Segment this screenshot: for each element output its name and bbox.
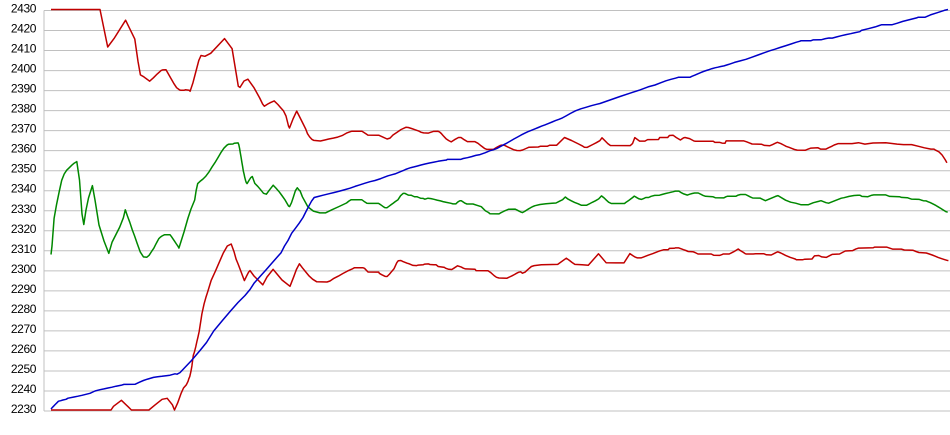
svg-text:2250: 2250 xyxy=(11,362,37,376)
svg-text:2410: 2410 xyxy=(11,42,37,56)
svg-text:2270: 2270 xyxy=(11,322,37,336)
svg-text:2380: 2380 xyxy=(11,102,37,116)
svg-text:2340: 2340 xyxy=(11,182,37,196)
svg-text:2320: 2320 xyxy=(11,222,37,236)
svg-text:2260: 2260 xyxy=(11,342,37,356)
svg-text:2390: 2390 xyxy=(11,82,37,96)
svg-text:2430: 2430 xyxy=(11,2,37,16)
svg-text:2230: 2230 xyxy=(11,402,37,416)
svg-text:2400: 2400 xyxy=(11,62,37,76)
svg-text:2330: 2330 xyxy=(11,202,37,216)
svg-text:2300: 2300 xyxy=(11,262,37,276)
svg-text:2310: 2310 xyxy=(11,242,37,256)
svg-text:2350: 2350 xyxy=(11,162,37,176)
svg-text:2240: 2240 xyxy=(11,382,37,396)
svg-text:2280: 2280 xyxy=(11,302,37,316)
svg-text:2420: 2420 xyxy=(11,22,37,36)
svg-text:2290: 2290 xyxy=(11,282,37,296)
svg-text:2370: 2370 xyxy=(11,122,37,136)
svg-text:2360: 2360 xyxy=(11,142,37,156)
